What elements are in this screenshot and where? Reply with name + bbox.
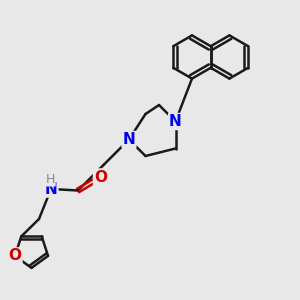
- Text: N: N: [45, 182, 57, 196]
- Text: H: H: [46, 173, 55, 186]
- Text: O: O: [94, 169, 107, 184]
- Text: O: O: [8, 248, 22, 263]
- Text: N: N: [169, 114, 182, 129]
- Text: N: N: [123, 132, 135, 147]
